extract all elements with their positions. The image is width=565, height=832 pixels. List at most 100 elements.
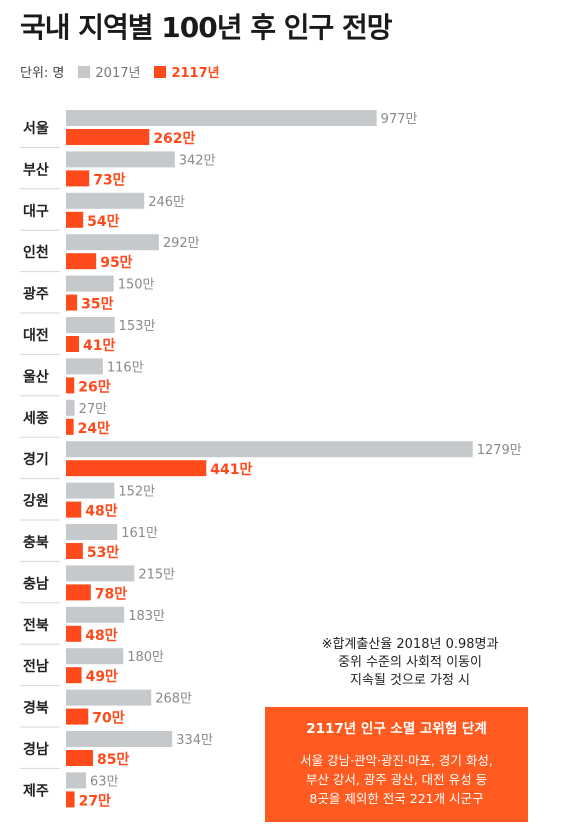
bar-2017: [66, 648, 124, 665]
value-label-2017: 116만: [107, 360, 144, 375]
value-label-2117: 24만: [78, 421, 110, 437]
category-label: 서울: [23, 120, 49, 137]
value-label-2017: 161만: [121, 526, 158, 541]
bar-2017: [66, 110, 377, 126]
value-label-2017: 977만: [381, 112, 418, 127]
bar-2117: [66, 750, 94, 766]
bar-2017: [66, 192, 145, 209]
value-label-2117: 85만: [97, 752, 129, 768]
bar-2017: [66, 441, 473, 458]
category-label: 전북: [23, 617, 49, 634]
high-risk-line-3: 8곳을 제외한 전국 221개 시군구: [309, 791, 484, 806]
value-label-2017: 268만: [155, 692, 192, 707]
high-risk-body: 서울 강남·관악·광진·마포, 경기 화성, 부산 강서, 광주 광산, 대전 …: [265, 751, 528, 808]
value-label-2117: 35만: [81, 297, 113, 313]
high-risk-title: 2117년 인구 소멸 고위험 단계: [306, 721, 487, 737]
category-label: 강원: [23, 493, 49, 510]
high-risk-line-2: 부산 강서, 광주 광산, 대전 유성 등: [305, 772, 488, 787]
legend-swatch-2017: [78, 65, 91, 78]
bar-2017: [66, 482, 115, 499]
category-label: 제주: [23, 783, 49, 799]
bar-2017: [66, 358, 103, 375]
bar-2017: [66, 524, 118, 540]
value-label-2117: 78만: [95, 586, 127, 602]
value-label-2117: 27만: [79, 793, 111, 809]
value-label-2017: 63만: [90, 774, 119, 789]
bar-2117: [66, 253, 97, 270]
bar-2117: [66, 791, 75, 808]
bar-2117: [66, 377, 75, 394]
value-label-2117: 54만: [87, 214, 119, 230]
category-label: 전남: [23, 658, 49, 675]
value-label-2017: 292만: [163, 236, 200, 251]
bar-2117: [66, 543, 83, 559]
bar-2017: [66, 772, 87, 789]
value-label-2017: 215만: [138, 567, 175, 582]
value-label-2017: 152만: [118, 485, 155, 500]
bar-2017: [66, 731, 173, 747]
bar-2117: [66, 336, 80, 352]
value-label-2017: 27만: [79, 402, 108, 417]
value-label-2017: 153만: [119, 319, 156, 334]
value-label-2017: 1279만: [477, 443, 522, 458]
note-line-3: 지속될 것으로 가정 시: [349, 673, 471, 688]
bar-2017: [66, 317, 115, 333]
bar-2017: [66, 275, 114, 292]
value-label-2017: 334만: [176, 733, 213, 748]
value-label-2017: 150만: [118, 278, 155, 293]
value-label-2117: 48만: [85, 628, 117, 644]
bar-2117: [66, 708, 89, 725]
bar-2117: [66, 294, 78, 311]
assumption-note: ※합계출산율 2018년 0.98명과 중위 수준의 사회적 이동이 지속될 것…: [270, 636, 550, 690]
category-label: 세종: [23, 411, 49, 427]
value-label-2117: 441만: [210, 462, 252, 478]
value-label-2117: 26만: [78, 379, 110, 395]
category-label: 대구: [23, 204, 49, 220]
value-label-2017: 183만: [128, 609, 165, 624]
value-label-2117: 41만: [83, 338, 115, 354]
bar-2117: [66, 170, 90, 187]
bar-2017: [66, 689, 152, 706]
category-label: 경기: [23, 451, 49, 468]
value-label-2117: 48만: [85, 504, 117, 520]
legend-label-2017: 2017년: [95, 66, 141, 81]
category-label: 경북: [23, 700, 49, 717]
bar-2117: [66, 501, 82, 518]
value-label-2117: 49만: [86, 669, 118, 685]
category-label: 경남: [23, 741, 49, 758]
bar-2117: [66, 418, 74, 435]
category-label: 광주: [23, 286, 49, 303]
note-line-1: ※합계출산율 2018년 0.98명과: [321, 637, 499, 652]
bar-2017: [66, 234, 159, 251]
legend-swatch-2117: [154, 65, 167, 78]
high-risk-line-1: 서울 강남·관악·광진·마포, 경기 화성,: [300, 753, 493, 768]
category-label: 충북: [23, 535, 49, 551]
bar-2017: [66, 399, 75, 416]
bar-2117: [66, 211, 84, 228]
value-label-2117: 95만: [100, 255, 132, 271]
legend: 단위: 명 2017년 2117년: [20, 62, 220, 81]
bar-2117: [66, 584, 91, 601]
category-label: 울산: [23, 368, 49, 385]
legend-unit: 단위: 명: [20, 66, 65, 81]
value-label-2017: 180만: [127, 650, 164, 665]
category-label: 부산: [23, 161, 49, 178]
category-label: 충남: [23, 575, 49, 592]
bar-2017: [66, 606, 125, 623]
chart-title: 국내 지역별 100년 후 인구 전망: [20, 11, 393, 44]
value-label-2117: 53만: [87, 545, 119, 561]
legend-label-2117: 2117년: [171, 66, 220, 81]
value-label-2117: 70만: [92, 711, 124, 727]
bar-2117: [66, 667, 82, 684]
value-label-2117: 262만: [153, 131, 195, 147]
bar-2117: [66, 625, 82, 642]
value-label-2117: 73만: [93, 172, 125, 188]
value-label-2017: 342만: [179, 153, 216, 168]
category-label: 인천: [23, 244, 49, 261]
category-label: 대전: [23, 327, 49, 344]
bar-2117: [66, 129, 150, 145]
bar-2017: [66, 565, 135, 582]
bar-2117: [66, 460, 207, 477]
note-line-2: 중위 수준의 사회적 이동이: [338, 655, 482, 670]
